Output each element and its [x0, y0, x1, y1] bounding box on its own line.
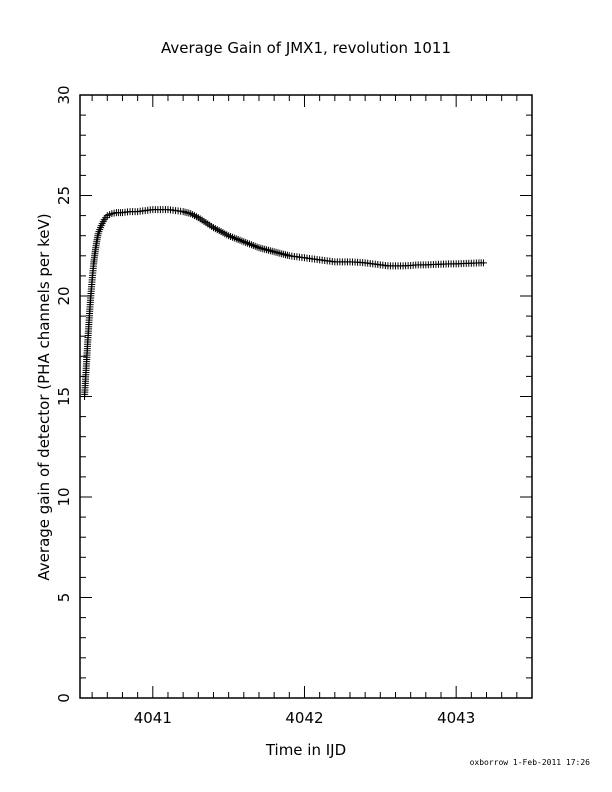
data-point [259, 245, 267, 253]
plot-frame [79, 94, 533, 699]
data-point [282, 251, 290, 259]
data-point [181, 208, 189, 216]
data-point [283, 251, 291, 259]
x-tick-label: 4043 [437, 709, 475, 727]
data-point [274, 249, 282, 257]
footer-stamp: oxborrow 1-Feb-2011 17:26 [469, 758, 590, 767]
y-tick-label: 15 [55, 387, 73, 406]
axis-ticks [80, 94, 533, 699]
y-tick-label: 10 [55, 487, 73, 506]
data-point [276, 249, 284, 257]
data-point [268, 247, 276, 255]
data-point [263, 246, 271, 254]
data-point [280, 250, 288, 258]
y-tick-label: 25 [55, 186, 73, 205]
y-tick-label: 30 [55, 85, 73, 104]
data-point [261, 245, 269, 253]
axis-tick-labels: 0 5 10 15 20 25 30 4041 4042 4043 [55, 85, 475, 727]
y-tick-label: 20 [55, 286, 73, 305]
y-axis-label: Average gain of detector (PHA channels p… [35, 213, 53, 580]
data-point [264, 246, 272, 254]
x-axis-label: Time in IJD [265, 741, 346, 759]
data-point [272, 248, 280, 256]
data-point [278, 250, 286, 258]
x-tick-label: 4041 [134, 709, 172, 727]
chart-title: Average Gain of JMX1, revolution 1011 [161, 39, 451, 57]
y-tick-label: 5 [55, 593, 73, 603]
data-point [479, 259, 487, 267]
x-tick-label: 4042 [285, 709, 323, 727]
y-tick-label: 0 [55, 693, 73, 703]
data-markers [81, 206, 487, 400]
data-point [270, 248, 278, 256]
data-point [266, 247, 274, 255]
